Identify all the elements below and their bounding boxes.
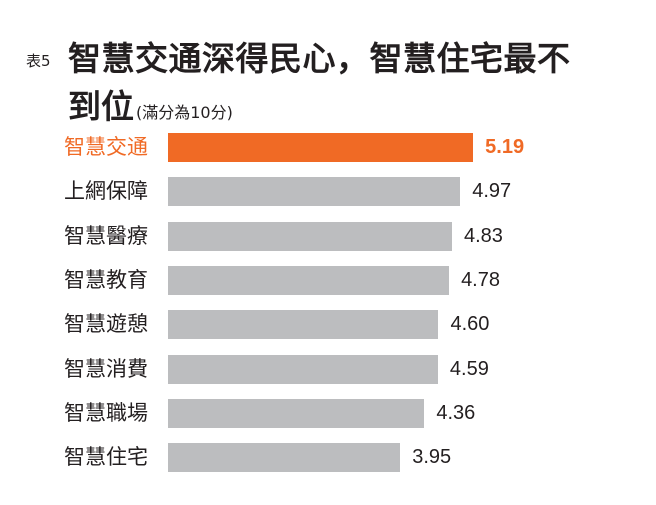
bar [168,177,461,207]
value-label: 4.97 [472,180,512,203]
bar [168,265,450,295]
bar [168,398,425,428]
bar-row: 智慧遊憩 4.60 [0,310,656,340]
chart-title-note: (滿分為10分) [136,103,233,122]
category-label: 智慧醫療 [64,223,148,248]
bar [168,354,438,384]
bar-row: 智慧消費 4.59 [0,354,656,384]
bar [168,310,439,340]
value-label: 5.19 [485,136,525,158]
bar [168,221,452,251]
category-label: 智慧職場 [64,400,148,425]
bar [168,133,474,162]
value-label: 4.60 [450,313,490,336]
bar-row: 智慧交通 5.19 [0,133,656,162]
chart-title-line-1: 智慧交通深得民心，智慧住宅最不 [68,39,571,78]
category-label: 智慧住宅 [64,445,148,470]
bar-row: 智慧職場 4.36 [0,398,656,428]
value-label: 4.59 [449,357,489,380]
chart-title-line-2-text: 到位 [68,87,134,126]
value-label: 4.36 [436,401,476,424]
value-label: 4.83 [464,224,503,247]
value-label: 3.95 [412,446,452,469]
bar-row: 智慧住宅 3.95 [0,443,656,473]
bar [168,443,401,473]
category-label: 智慧教育 [64,267,148,292]
value-label: 4.78 [461,268,500,291]
category-label: 智慧遊憩 [64,312,148,337]
table-number: 表5 [26,52,51,70]
bar-row: 智慧醫療 4.83 [0,221,656,251]
category-label: 上網保障 [64,179,148,204]
category-label: 智慧交通 [64,135,148,159]
chart-title-line-2: 到位 (滿分為10分) [68,80,233,128]
bar-row: 智慧教育 4.78 [0,265,656,295]
bar-row: 上網保障 4.97 [0,177,656,207]
category-label: 智慧消費 [64,356,148,381]
